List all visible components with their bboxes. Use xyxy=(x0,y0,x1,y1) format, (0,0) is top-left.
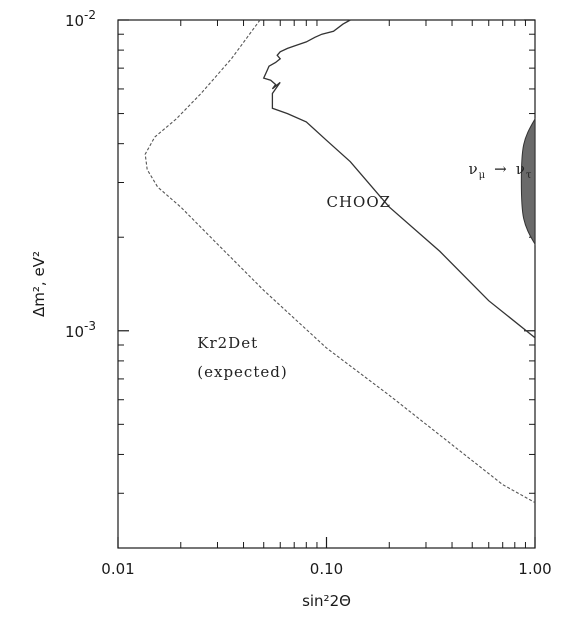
y-tick-label: 10-3 xyxy=(65,319,96,341)
region-label: νμ → ντ xyxy=(469,160,533,181)
annotation-chooz: CHOOZ xyxy=(327,193,392,211)
annotation-expected: (expected) xyxy=(197,363,287,381)
y-tick-labels: 10-3 10-2 xyxy=(65,8,96,341)
x-tick-label: 0.01 xyxy=(101,560,134,578)
series-layer xyxy=(144,19,536,504)
x-axis-title: sin²2Θ xyxy=(302,592,351,610)
x-tick-labels: 0.01 0.10 1.00 xyxy=(101,560,551,578)
chooz-exclusion-curve xyxy=(262,19,536,339)
y-axis-title: Δm², eV² xyxy=(30,251,48,317)
minor-ticks xyxy=(118,20,535,548)
annotation-kr2det: Kr2Det xyxy=(197,334,258,352)
x-tick-label: 0.10 xyxy=(310,560,343,578)
kr2det-expected-curve xyxy=(144,19,536,504)
nu-mu-tau-allowed-region xyxy=(520,117,536,246)
y-tick-label: 10-2 xyxy=(65,8,96,30)
x-tick-label: 1.00 xyxy=(518,560,551,578)
annotation-layer: CHOOZ Kr2Det (expected) xyxy=(197,193,392,381)
